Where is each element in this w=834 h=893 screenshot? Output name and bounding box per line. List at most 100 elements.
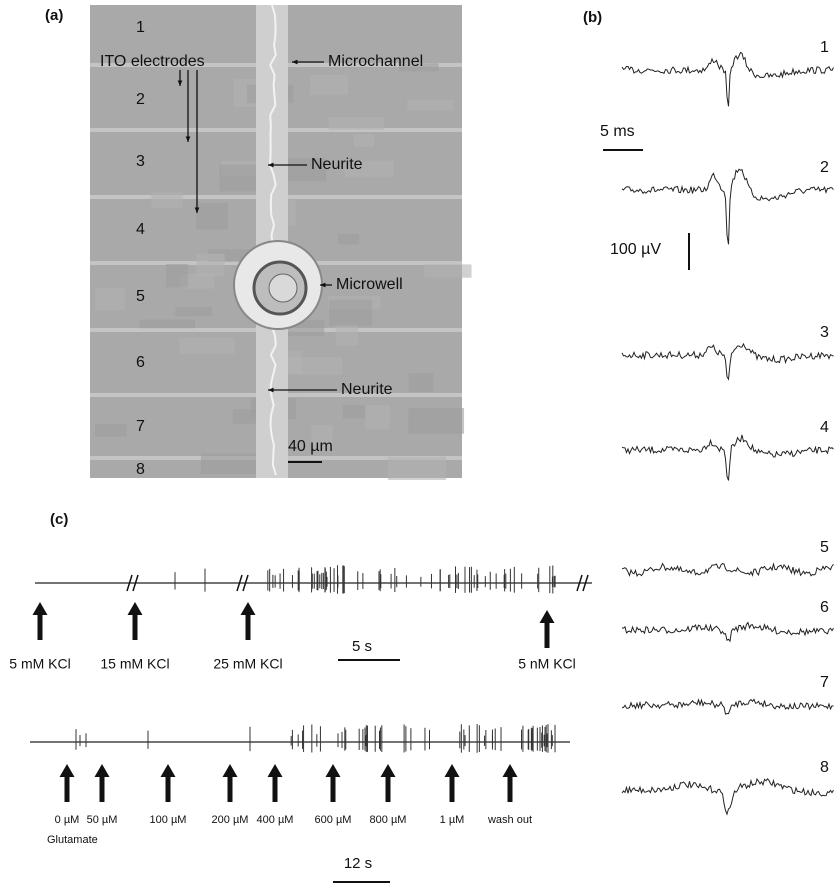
stimulus-label: 100 µM — [150, 814, 187, 826]
pointer-head — [185, 136, 191, 142]
texture — [399, 63, 439, 72]
stimulus-label: 1 µM — [440, 814, 465, 826]
stimulus-arrow — [240, 602, 256, 640]
axis-break — [132, 574, 139, 592]
stimulus-arrow — [160, 764, 176, 802]
label: 5 s — [352, 638, 372, 655]
electrode-number: 5 — [136, 288, 145, 305]
trace-number: 7 — [820, 674, 829, 691]
pointer-head — [292, 59, 298, 65]
stimulus-arrow — [127, 602, 143, 640]
recording-trace — [621, 777, 834, 816]
texture — [328, 117, 385, 130]
axis-break — [582, 574, 589, 592]
stimulus-label: 0 µM — [55, 814, 80, 826]
texture — [151, 192, 183, 208]
trace-number: 2 — [820, 159, 829, 176]
recording-trace — [621, 168, 834, 245]
texture — [166, 263, 189, 288]
annotation: ITO electrodes — [100, 53, 205, 70]
axis-break — [126, 574, 133, 592]
pointer-head — [268, 162, 274, 168]
label: Neurite — [341, 381, 393, 398]
trace-number: 1 — [820, 39, 829, 56]
texture — [311, 424, 333, 451]
texture — [408, 373, 434, 392]
stimulus-arrow — [502, 764, 518, 802]
texture — [344, 160, 394, 178]
stimulus-label: 5 nM KCl — [518, 656, 576, 672]
pointer-head — [268, 387, 274, 393]
electrode-number: 1 — [136, 19, 145, 36]
electrode-number: 8 — [136, 461, 145, 478]
stimulus-arrow — [222, 764, 238, 802]
texture — [353, 133, 375, 147]
texture — [365, 404, 390, 430]
electrode-number: 6 — [136, 354, 145, 371]
caption: Glutamate — [47, 834, 98, 846]
electrode-number: 3 — [136, 153, 145, 170]
pointer-head — [177, 80, 183, 86]
panel-label: (a) — [45, 7, 63, 24]
texture — [180, 274, 215, 289]
stimulus-label: 50 µM — [87, 814, 118, 826]
stimulus-arrow — [59, 764, 75, 802]
microwell-core — [268, 273, 298, 303]
trace-number: 3 — [820, 324, 829, 341]
texture — [337, 234, 360, 245]
trace-number: 8 — [820, 759, 829, 776]
label: Microchannel — [328, 53, 423, 70]
texture — [387, 456, 447, 481]
label: Neurite — [311, 156, 363, 173]
recording-trace — [621, 562, 834, 578]
texture — [139, 319, 196, 329]
texture — [335, 324, 358, 346]
stimulus-label: 15 mM KCl — [100, 656, 169, 672]
label: 100 µV — [610, 241, 661, 258]
panel-label: (b) — [583, 9, 602, 26]
axis-break — [576, 574, 583, 592]
pointer-head — [194, 207, 200, 213]
label: Microwell — [336, 276, 403, 293]
texture — [95, 424, 127, 437]
stimulus-label: 600 µM — [315, 814, 352, 826]
texture — [407, 99, 454, 111]
stimulus-arrow — [539, 610, 555, 648]
texture — [175, 306, 213, 317]
label: 5 ms — [600, 123, 635, 140]
texture — [200, 453, 261, 475]
electrode-number: 7 — [136, 418, 145, 435]
stimulus-arrow — [444, 764, 460, 802]
texture — [310, 74, 349, 95]
axis-break — [242, 574, 249, 592]
texture — [276, 158, 327, 182]
stimulus-arrow — [267, 764, 283, 802]
label: 40 µm — [288, 438, 333, 455]
stimulus-label: 400 µM — [257, 814, 294, 826]
pointer-head — [320, 282, 326, 288]
neurite — [269, 4, 278, 476]
electrode-number: 4 — [136, 221, 145, 238]
texture — [329, 299, 373, 326]
recording-trace — [621, 698, 834, 715]
label: 12 s — [344, 855, 372, 872]
stimulus-label: 5 mM KCl — [9, 656, 70, 672]
recording-trace — [621, 51, 834, 107]
stimulus-arrow — [32, 602, 48, 640]
stimulus-arrow — [94, 764, 110, 802]
stimulus-label: 25 mM KCl — [213, 656, 282, 672]
panel-label: (c) — [50, 511, 68, 528]
trace-number: 5 — [820, 539, 829, 556]
electrode-number: 2 — [136, 91, 145, 108]
recording-trace — [621, 434, 834, 481]
trace-number: 6 — [820, 599, 829, 616]
texture — [408, 408, 465, 434]
stimulus-label: 200 µM — [212, 814, 249, 826]
trace-number: 4 — [820, 419, 829, 436]
texture — [179, 337, 235, 354]
texture — [342, 405, 366, 419]
texture — [196, 202, 228, 230]
stimulus-label: wash out — [487, 814, 532, 826]
recording-trace — [621, 342, 834, 381]
